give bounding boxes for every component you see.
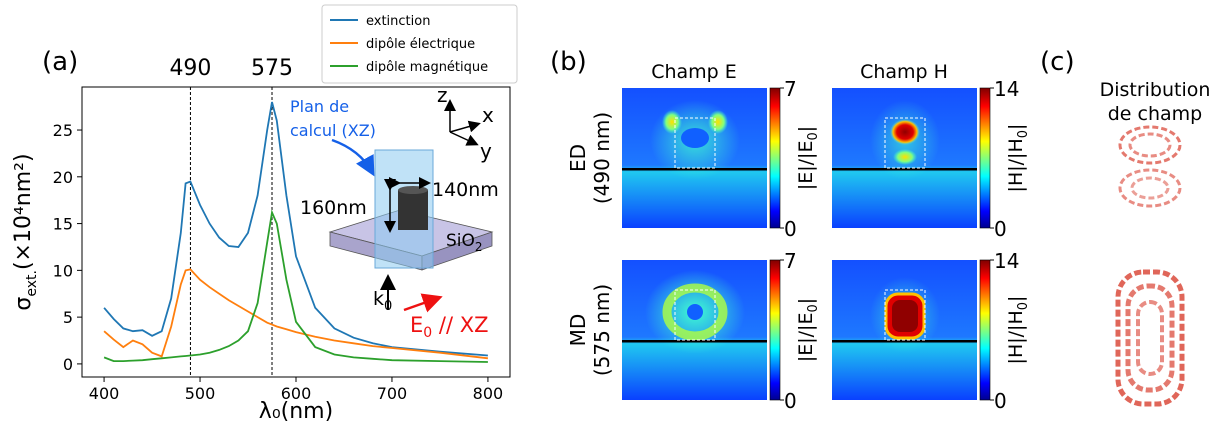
colorbar	[979, 259, 991, 401]
plane-label: calcul (XZ)	[290, 121, 376, 140]
y-tick-label: 5	[63, 308, 73, 327]
row-label: MD	[566, 314, 590, 347]
e-rest: // XZ	[432, 313, 488, 337]
series-line	[103, 209, 488, 363]
colorbars: 07|E|/|E0|07|E|/|E0|014|H|/|H0|014|H|/|H…	[769, 77, 1031, 413]
colorbar-label: |H|/|H0|	[1005, 124, 1031, 193]
substrate-main: SiO	[446, 231, 475, 251]
colorbar-tick-label: 14	[994, 249, 1019, 273]
inset-diagram: Plan de calcul (XZ) z x y 160nm 140nm Si…	[290, 83, 499, 341]
diameter-label: 140nm	[432, 179, 499, 201]
colorbar-label-part: 0	[1016, 130, 1031, 138]
series-line	[103, 268, 489, 360]
row-label: ED	[566, 144, 590, 172]
row-label: (490 nm)	[590, 112, 614, 204]
y-tick-label: 15	[53, 215, 73, 234]
colorbar-tick-label: 7	[784, 249, 797, 273]
field-swirl-ed	[1118, 125, 1182, 208]
colorbar-tick-label: 0	[994, 389, 1007, 413]
height-label: 160nm	[300, 197, 367, 219]
y-tick-label: 25	[53, 121, 73, 140]
colorbar-tick-label: 0	[784, 389, 797, 413]
row-label: (575 nm)	[590, 284, 614, 376]
colorbar-label-part: |	[1005, 124, 1027, 130]
x-tick-label: 400	[89, 384, 120, 403]
e-sub: 0	[423, 325, 432, 341]
axis-z: z	[437, 83, 448, 107]
y-label-unit: (×10⁴nm²)	[11, 153, 36, 270]
x-tick-label: 800	[473, 384, 504, 403]
colorbar-tick-label: 0	[784, 217, 797, 241]
e-label: E0 // XZ	[410, 313, 488, 341]
k-main: k	[373, 288, 384, 310]
colorbar-tick-label: 7	[784, 77, 797, 101]
colorbar	[769, 259, 781, 401]
colorbar-label-part: 0	[806, 132, 821, 140]
colorbar-label-part: 0	[806, 304, 821, 312]
panel-title: de champ	[1108, 103, 1203, 125]
colorbar-label-part: |	[795, 298, 817, 304]
y-label-main: σ	[11, 297, 36, 311]
colorbar-label-part: 0	[1016, 302, 1031, 310]
substrate-label: SiO2	[446, 231, 483, 254]
field-swirl-md	[1115, 269, 1185, 407]
panel-title: Distribution	[1100, 79, 1211, 101]
axis-x: x	[482, 103, 494, 127]
colorbar-label-part: |E|/|E	[795, 141, 817, 191]
panel-label: (a)	[42, 47, 78, 77]
plane-label: Plan de	[290, 97, 349, 116]
substrate-sub: 2	[475, 240, 483, 254]
x-tick-label: 500	[185, 384, 216, 403]
colorbar-label-part: |H|/|H	[1005, 310, 1027, 364]
colorbar	[769, 87, 781, 229]
column-title: Champ H	[860, 61, 948, 83]
k-sub: 0	[384, 299, 392, 314]
x-tick-label: 600	[281, 384, 312, 403]
y-tick-label: 10	[53, 261, 73, 280]
legend-box	[321, 4, 518, 84]
colorbar-label-part: |	[1005, 296, 1027, 302]
colorbar-label-part: |H|/|H	[1005, 138, 1027, 192]
colorbar-tick-label: 0	[994, 217, 1007, 241]
colorbar-label: |E|/|E0|	[795, 126, 821, 190]
column-title: Champ E	[651, 61, 737, 83]
panel-label: (b)	[550, 47, 587, 77]
x-tick-label: 700	[377, 384, 408, 403]
axis-y: y	[480, 139, 492, 163]
field-map-h-md	[832, 260, 977, 400]
k-label: k0	[373, 288, 392, 314]
legend-label: extinction	[366, 14, 430, 29]
colorbar-label: |E|/|E0|	[795, 298, 821, 362]
y-label-sub: ext.	[24, 270, 40, 297]
y-tick-label: 0	[63, 355, 73, 374]
field-map-e-md	[622, 260, 767, 400]
legend-label: dipôle électrique	[366, 37, 475, 52]
colorbar-label-part: |E|/|E	[795, 313, 817, 363]
y-tick-label: 20	[53, 168, 73, 187]
field-map-h-ed	[832, 88, 977, 228]
colorbar-label: |H|/|H0|	[1005, 296, 1031, 365]
e-main: E	[410, 313, 423, 337]
legend-label: dipôle magnétique	[366, 60, 488, 75]
colorbar-tick-label: 14	[994, 77, 1019, 101]
x-axis-label: λ₀(nm)	[259, 399, 333, 424]
series-line	[103, 101, 488, 357]
plot-frame	[81, 86, 511, 378]
reference-label: 575	[251, 56, 293, 81]
colorbar	[979, 87, 991, 229]
y-axis-label: σext.(×10⁴nm²)	[11, 153, 40, 310]
field-map-e-ed	[622, 88, 767, 228]
panel-label: (c)	[1040, 47, 1075, 77]
reference-label: 490	[169, 56, 211, 81]
colorbar-label-part: |	[795, 126, 817, 132]
